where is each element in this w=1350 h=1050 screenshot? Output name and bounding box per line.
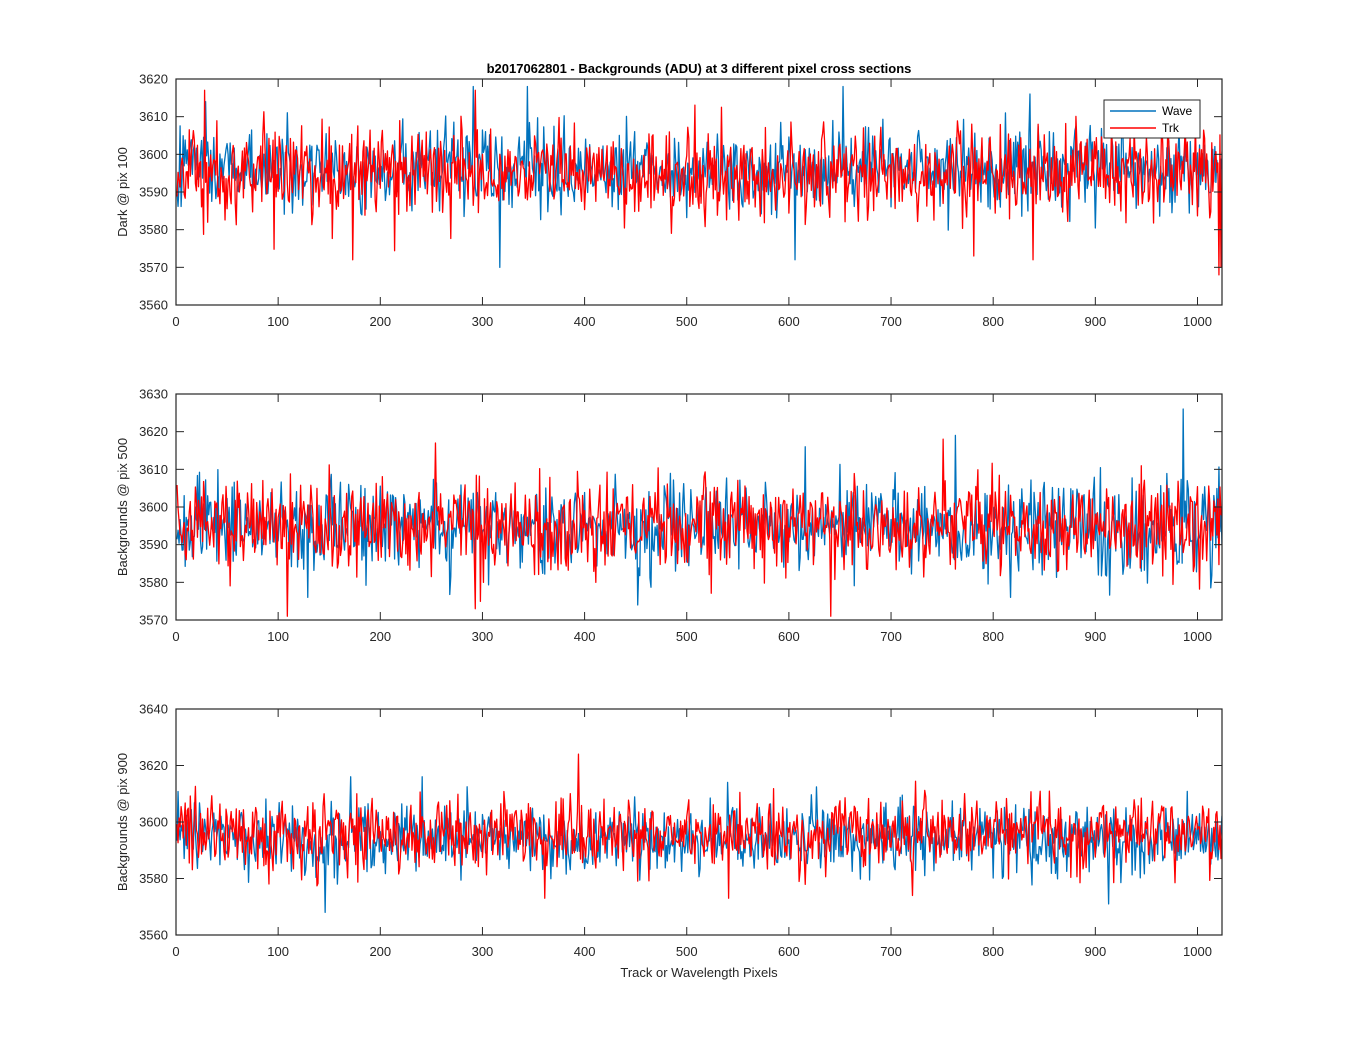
- x-tick-label: 400: [574, 629, 596, 644]
- y-tick-label: 3560: [139, 928, 168, 943]
- y-axis-label: Backgrounds @ pix 900: [115, 753, 130, 891]
- x-tick-label: 200: [369, 314, 391, 329]
- y-tick-label: 3570: [139, 613, 168, 628]
- x-tick-label: 100: [267, 314, 289, 329]
- x-tick-label: 0: [172, 314, 179, 329]
- subplot-dark-pix-100: 0 100 200 300 400 500 600 700 800 900 1000 3560 3570…: [115, 72, 1223, 329]
- y-axis-label: Dark @ pix 100: [115, 147, 130, 237]
- x-tick-label: 700: [880, 314, 902, 329]
- x-tick-label: 0: [172, 944, 179, 959]
- series-group: [176, 408, 1222, 617]
- y-tick-label: 3590: [139, 537, 168, 552]
- y-tick-label: 3600: [139, 815, 168, 830]
- x-tick-label: 700: [880, 629, 902, 644]
- x-axis-label: Track or Wavelength Pixels: [620, 965, 778, 980]
- x-tick-label: 200: [369, 629, 391, 644]
- x-tick-label: 500: [676, 314, 698, 329]
- x-tick-label: 800: [982, 944, 1004, 959]
- x-tick-label: 500: [676, 944, 698, 959]
- x-tick-label: 100: [267, 944, 289, 959]
- x-tick-label: 900: [1084, 944, 1106, 959]
- y-tick-label: 3620: [139, 758, 168, 773]
- y-tick-label: 3560: [139, 298, 168, 313]
- series-line-trk: [176, 89, 1222, 276]
- y-tick-label: 3600: [139, 147, 168, 162]
- series-line-trk: [176, 753, 1222, 899]
- y-tick-label: 3630: [139, 387, 168, 402]
- x-tick-label: 900: [1084, 629, 1106, 644]
- x-tick-label: 1000: [1183, 944, 1212, 959]
- x-tick-label: 800: [982, 314, 1004, 329]
- x-tick-label: 600: [778, 314, 800, 329]
- y-tick-label: 3640: [139, 702, 168, 717]
- y-tick-label: 3590: [139, 185, 168, 200]
- series-group: [176, 85, 1222, 276]
- y-tick-label: 3620: [139, 424, 168, 439]
- y-tick-label: 3600: [139, 500, 168, 515]
- y-tick-label: 3570: [139, 260, 168, 275]
- legend-box: [1103, 99, 1201, 139]
- figure-title: b2017062801 - Backgrounds (ADU) at 3 dif…: [487, 61, 912, 76]
- x-tick-label: 400: [574, 944, 596, 959]
- y-tick-label: 3580: [139, 575, 168, 590]
- y-tick-label: 3610: [139, 462, 168, 477]
- x-tick-label: 100: [267, 629, 289, 644]
- series-line-trk: [176, 438, 1222, 617]
- x-tick-label: 600: [778, 629, 800, 644]
- x-tick-label: 1000: [1183, 629, 1212, 644]
- series-group: [176, 753, 1222, 914]
- legend: Wave Trk: [1103, 99, 1201, 139]
- x-tick-label: 500: [676, 629, 698, 644]
- x-tick-label: 300: [472, 944, 494, 959]
- subplot-backgrounds-pix-900: 0 100 200 300 400 500 600 700 800 900 1000 3560 3580…: [115, 702, 1223, 959]
- y-tick-label: 3580: [139, 871, 168, 886]
- legend-label-trk: Trk: [1162, 121, 1180, 135]
- x-tick-label: 400: [574, 314, 596, 329]
- y-tick-label: 3580: [139, 222, 168, 237]
- y-tick-label: 3620: [139, 72, 168, 87]
- x-tick-label: 700: [880, 944, 902, 959]
- y-axis-label: Backgrounds @ pix 500: [115, 438, 130, 576]
- x-tick-label: 1000: [1183, 314, 1212, 329]
- subplot-backgrounds-pix-500: 0 100 200 300 400 500 600 700 800 900 1000 3570 3580…: [115, 387, 1223, 644]
- x-tick-label: 800: [982, 629, 1004, 644]
- x-tick-label: 200: [369, 944, 391, 959]
- x-tick-label: 300: [472, 314, 494, 329]
- legend-label-wave: Wave: [1162, 104, 1193, 118]
- x-tick-label: 900: [1084, 314, 1106, 329]
- x-tick-label: 0: [172, 629, 179, 644]
- y-tick-label: 3610: [139, 109, 168, 124]
- x-tick-label: 600: [778, 944, 800, 959]
- x-tick-label: 300: [472, 629, 494, 644]
